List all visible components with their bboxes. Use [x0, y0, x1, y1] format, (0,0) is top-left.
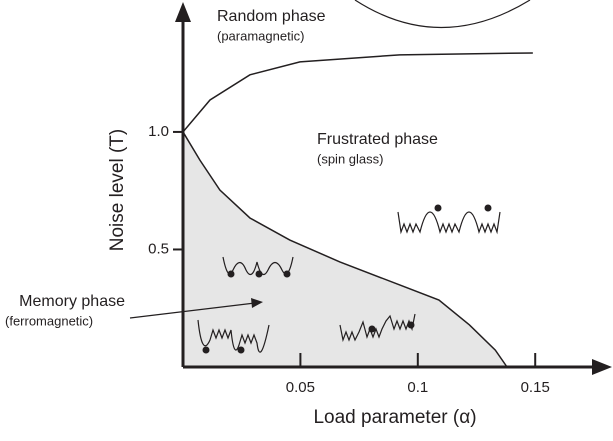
y-tick-label: 1.0: [148, 123, 169, 140]
phase-label: Memory phase: [19, 293, 125, 310]
x-arrow: [592, 359, 612, 375]
y-tick-label: 0.5: [148, 240, 169, 257]
phase-sublabel: (spin glass): [317, 151, 383, 166]
x-tick-label: 0.1: [407, 379, 428, 396]
phase-label: Frustrated phase: [317, 131, 438, 148]
x-axis-label: Load parameter (α): [313, 407, 476, 428]
energy-icons: [197, 204, 501, 354]
annotation-arrow: [129, 302, 256, 319]
memory-region: [183, 131, 508, 367]
phase-sublabel: (paramagnetic): [217, 28, 304, 43]
plot-area: [182, 52, 533, 368]
phase-sublabel: (ferromagnetic): [5, 313, 93, 328]
phase-boundary: [182, 131, 508, 368]
y-axis-label: Noise level (T): [107, 129, 128, 251]
phase-label: Random phase: [217, 8, 326, 25]
x-tick-label: 0.15: [521, 379, 550, 396]
boundary-arc: [354, 0, 531, 28]
phase-boundary: [182, 52, 533, 133]
y-arrow: [175, 2, 191, 22]
annotation-arrow-head: [251, 298, 263, 308]
x-tick-label: 0.05: [286, 379, 315, 396]
